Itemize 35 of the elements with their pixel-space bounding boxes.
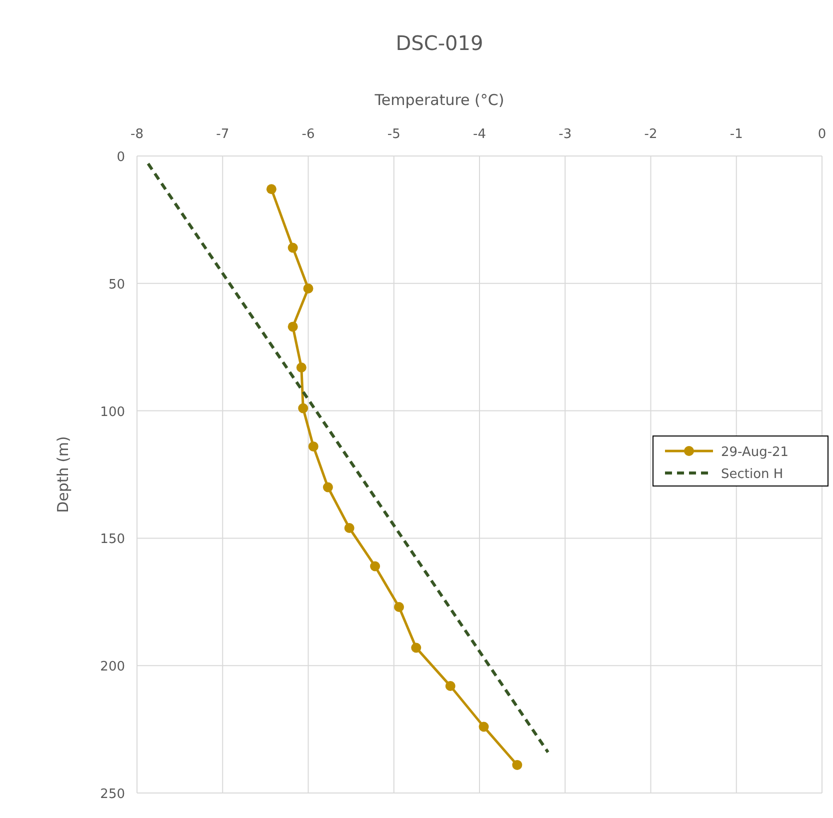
point — [411, 642, 422, 653]
point — [445, 680, 456, 691]
y-tick-label: 250 — [100, 787, 125, 802]
x-tick-label: -3 — [558, 127, 572, 142]
x-tick-label: -2 — [644, 127, 658, 142]
chart-title: DSC-019 — [396, 31, 484, 55]
y-axis-title: Depth (m) — [54, 436, 72, 513]
point — [370, 561, 380, 572]
legend-label: 29-Aug-21 — [721, 445, 789, 460]
point — [394, 602, 404, 612]
y-tick-label: 150 — [100, 532, 125, 548]
point — [288, 242, 298, 253]
x-tick-label: -8 — [130, 127, 144, 142]
point — [308, 441, 318, 452]
y-tick-label: 50 — [108, 277, 125, 292]
y-tick-label: 0 — [116, 150, 125, 165]
point — [298, 403, 308, 414]
point — [296, 362, 306, 372]
x-axis-title: Temperature (°C) — [374, 91, 504, 109]
point — [512, 760, 522, 770]
x-tick-label: -6 — [302, 127, 315, 142]
y-tick-label: 200 — [100, 660, 125, 675]
point — [288, 322, 298, 332]
legend-label: Section H — [721, 467, 784, 482]
point — [303, 283, 314, 294]
x-tick-label: -5 — [387, 127, 400, 142]
point — [478, 722, 489, 732]
x-tick-label: -7 — [216, 127, 230, 142]
point — [344, 523, 354, 534]
x-tick-label: 0 — [818, 127, 826, 142]
y-tick-label: 100 — [100, 404, 125, 420]
x-tick-label: -1 — [730, 127, 743, 142]
x-tick-label: -4 — [473, 127, 486, 142]
point — [266, 184, 276, 194]
point — [322, 482, 333, 492]
